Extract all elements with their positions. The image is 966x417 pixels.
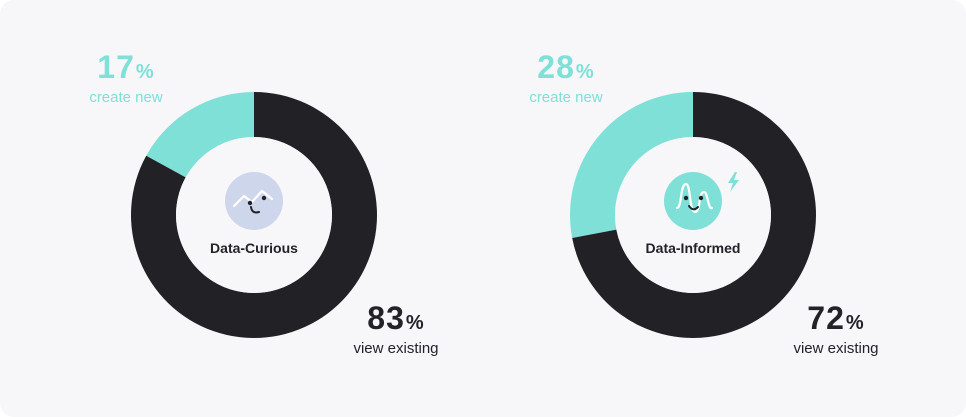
- percent-unit: %: [405, 312, 425, 334]
- donut-slice-view-existing: [572, 92, 816, 338]
- center-title-data-curious: Data-Curious: [210, 240, 298, 256]
- view-existing-percent: 72: [807, 300, 845, 336]
- view-existing-percent: 83: [367, 300, 405, 336]
- create-new-text: create new: [89, 89, 163, 106]
- create-new-label-data-informed: 28% create new: [486, 50, 646, 107]
- wavy-face-lightning-icon: [664, 172, 739, 230]
- donut-slice-create-new: [570, 92, 693, 239]
- percent-unit: %: [845, 312, 865, 334]
- percent-unit: %: [135, 61, 155, 83]
- view-existing-label-data-informed: 72% view existing: [756, 301, 916, 358]
- center-title-data-informed: Data-Informed: [645, 240, 741, 256]
- create-new-label-data-curious: 17% create new: [46, 50, 206, 107]
- donut-slice-view-existing: [131, 92, 377, 338]
- donut-slice-create-new: [146, 92, 254, 178]
- create-new-percent: 28: [537, 49, 575, 85]
- create-new-text: create new: [529, 89, 603, 106]
- percent-unit: %: [575, 61, 595, 83]
- chart-face-icon: [225, 172, 283, 230]
- view-existing-label-data-curious: 83% view existing: [316, 301, 476, 358]
- view-existing-text: view existing: [793, 340, 879, 357]
- create-new-percent: 17: [97, 49, 135, 85]
- donut-chart-data-informed: [570, 92, 816, 338]
- view-existing-text: view existing: [353, 340, 439, 357]
